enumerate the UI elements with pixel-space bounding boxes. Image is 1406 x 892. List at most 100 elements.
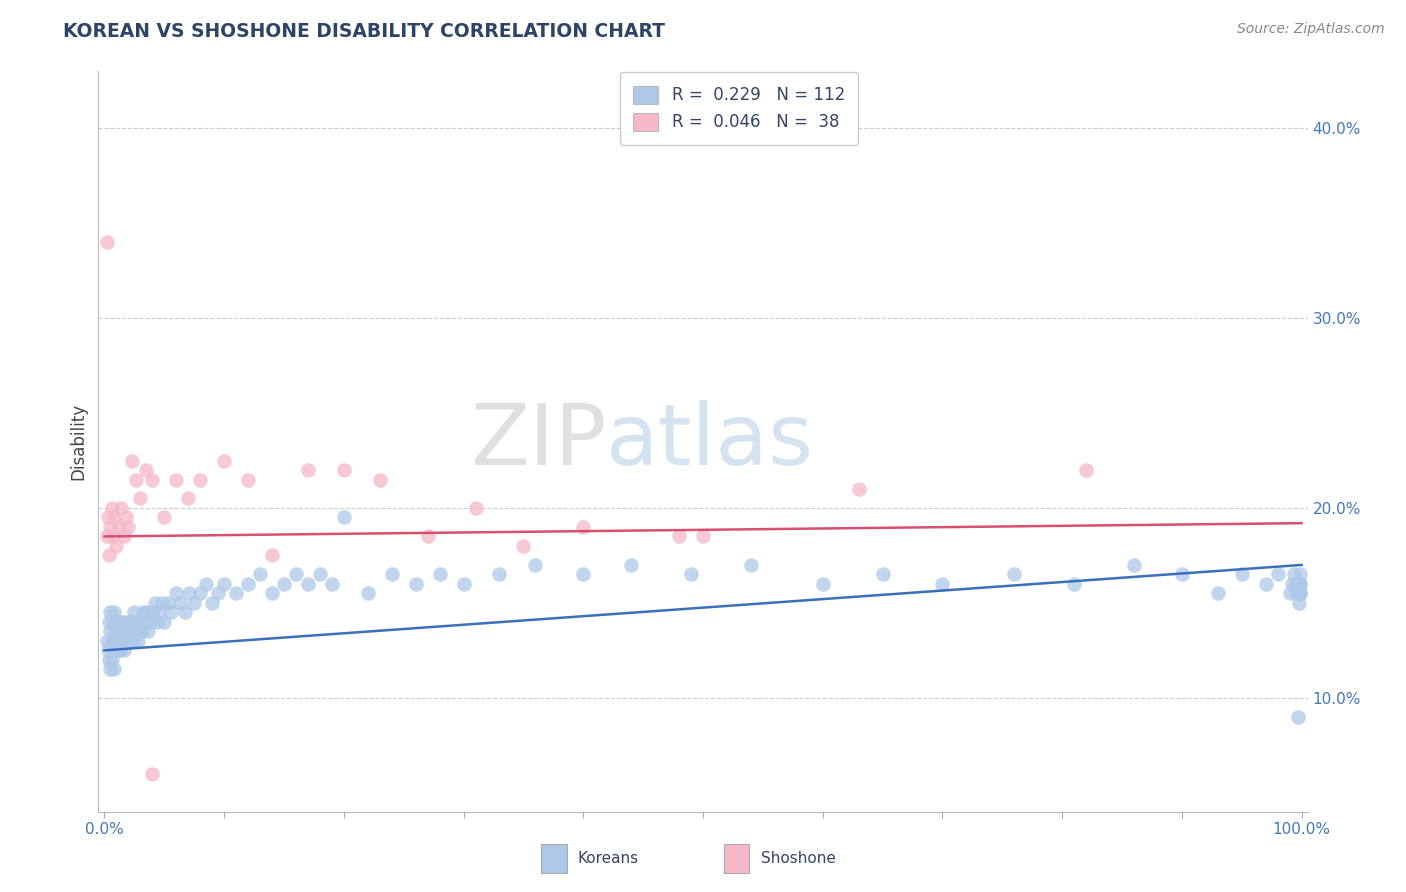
Text: atlas: atlas	[606, 400, 814, 483]
Point	[1285, 586, 1308, 600]
Point	[488, 567, 510, 582]
Point	[98, 549, 121, 563]
Point	[120, 624, 142, 639]
Point	[1289, 577, 1312, 591]
Point	[103, 606, 125, 620]
Point	[620, 558, 643, 572]
Point	[225, 586, 247, 600]
Point	[1289, 586, 1312, 600]
Point	[97, 510, 120, 524]
Point	[1230, 567, 1253, 582]
Point	[131, 624, 153, 639]
Point	[368, 473, 391, 487]
Point	[107, 633, 129, 648]
Legend: R =  0.229   N = 112, R =  0.046   N =  38: R = 0.229 N = 112, R = 0.046 N = 38	[620, 72, 859, 145]
Point	[132, 615, 155, 629]
Point	[1002, 567, 1025, 582]
Point	[201, 596, 224, 610]
Point	[284, 567, 307, 582]
Point	[124, 606, 146, 620]
Point	[103, 662, 125, 676]
Point	[100, 520, 122, 534]
Point	[101, 615, 124, 629]
Point	[115, 624, 138, 639]
Point	[105, 633, 128, 648]
Point	[212, 577, 235, 591]
Point	[668, 529, 690, 543]
Point	[121, 615, 143, 629]
Point	[1123, 558, 1146, 572]
Point	[1289, 567, 1312, 582]
Point	[139, 615, 162, 629]
Point	[333, 510, 356, 524]
Point	[188, 586, 211, 600]
Point	[148, 606, 170, 620]
Point	[150, 596, 173, 610]
Point	[98, 653, 121, 667]
Point	[110, 500, 132, 515]
Point	[127, 633, 149, 648]
Point	[112, 529, 135, 543]
Point	[165, 586, 187, 600]
Point	[97, 643, 120, 657]
Point	[135, 463, 157, 477]
Point	[107, 624, 129, 639]
Point	[207, 586, 229, 600]
Point	[100, 662, 122, 676]
Point	[115, 633, 138, 648]
Point	[143, 596, 166, 610]
Point	[524, 558, 547, 572]
Point	[692, 529, 714, 543]
Point	[195, 577, 218, 591]
Point	[309, 567, 332, 582]
Point	[1278, 586, 1301, 600]
Text: ZIP: ZIP	[470, 400, 606, 483]
Point	[321, 577, 343, 591]
Point	[357, 586, 380, 600]
Point	[1254, 577, 1277, 591]
Point	[100, 606, 122, 620]
Point	[118, 633, 141, 648]
Point	[405, 577, 427, 591]
Point	[100, 653, 122, 667]
Point	[101, 529, 124, 543]
Point	[105, 615, 128, 629]
Point	[249, 567, 271, 582]
Point	[135, 606, 157, 620]
Point	[173, 606, 195, 620]
Point	[156, 596, 179, 610]
Text: Koreans: Koreans	[578, 851, 638, 866]
Point	[572, 520, 595, 534]
Point	[1284, 567, 1306, 582]
Point	[96, 235, 118, 250]
Point	[141, 473, 163, 487]
Point	[153, 510, 176, 524]
Point	[429, 567, 451, 582]
Point	[416, 529, 439, 543]
Point	[297, 577, 319, 591]
Point	[1289, 586, 1312, 600]
Point	[1286, 710, 1309, 724]
Point	[98, 615, 121, 629]
Point	[101, 643, 124, 657]
Point	[1063, 577, 1085, 591]
Point	[153, 615, 176, 629]
FancyBboxPatch shape	[724, 844, 749, 873]
Text: Shoshone: Shoshone	[761, 851, 835, 866]
FancyBboxPatch shape	[541, 844, 567, 873]
Point	[160, 606, 183, 620]
Point	[236, 577, 259, 591]
Point	[96, 529, 118, 543]
Point	[121, 453, 143, 467]
Point	[183, 596, 205, 610]
Point	[1284, 577, 1306, 591]
Point	[110, 615, 132, 629]
Point	[177, 491, 200, 506]
Point	[464, 500, 486, 515]
Point	[381, 567, 404, 582]
Point	[1267, 567, 1289, 582]
Point	[115, 510, 138, 524]
Point	[169, 596, 191, 610]
Point	[107, 520, 129, 534]
Text: Source: ZipAtlas.com: Source: ZipAtlas.com	[1237, 22, 1385, 37]
